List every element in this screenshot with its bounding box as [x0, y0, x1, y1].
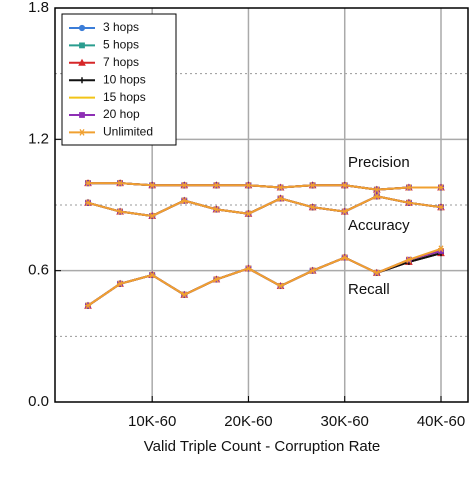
marker [79, 77, 85, 84]
marker [405, 199, 412, 207]
legend-label: 7 hops [103, 55, 139, 69]
series-line [87, 195, 442, 217]
marker [438, 184, 444, 191]
plot-frame [54, 7, 469, 403]
x-tick-label: 20K-60 [224, 413, 272, 430]
marker [373, 269, 380, 277]
marker [85, 199, 91, 207]
annotation: Accuracy [348, 217, 410, 234]
marker [79, 129, 85, 136]
marker [405, 256, 412, 264]
marker [85, 179, 91, 187]
marker [438, 203, 444, 211]
annotation: Precision [348, 154, 410, 171]
marker [78, 24, 86, 32]
marker [309, 203, 316, 211]
marker [117, 280, 124, 288]
marker [181, 197, 188, 204]
marker [438, 245, 444, 253]
legend-label: 15 hops [103, 90, 146, 104]
legend-label: 3 hops [103, 20, 139, 34]
x-tick-label: 40K-60 [417, 413, 465, 430]
marker [85, 302, 91, 310]
legend-label: 10 hops [103, 72, 146, 86]
marker [181, 291, 188, 299]
legend-label: 20 hop [103, 107, 140, 121]
annotation: Recall [348, 281, 390, 298]
marker [213, 206, 220, 213]
marker [277, 195, 284, 202]
series-line [87, 247, 442, 307]
marker [341, 208, 348, 215]
marker [373, 192, 380, 200]
marker [373, 186, 380, 194]
x-tick-label: 30K-60 [321, 413, 369, 430]
marker [277, 282, 284, 290]
y-tick-label: 0.6 [28, 262, 49, 279]
legend-label: 5 hops [103, 38, 139, 52]
legend: 3 hops 5 hops 7 hops 10 hops 15 hops 20 hop Un… [61, 13, 177, 146]
marker [181, 181, 188, 189]
marker [149, 212, 156, 220]
marker [149, 181, 156, 189]
marker [341, 181, 348, 189]
marker [117, 179, 124, 187]
marker [245, 181, 252, 189]
marker [79, 112, 85, 118]
marker [213, 276, 220, 283]
marker [245, 210, 252, 218]
marker [213, 181, 220, 189]
marker [117, 208, 124, 215]
marker [149, 271, 156, 279]
marker [78, 58, 86, 66]
legend-label: Unlimited [103, 125, 153, 139]
y-tick-label: 1.8 [28, 0, 49, 16]
marker [309, 181, 316, 189]
series-line [88, 182, 441, 191]
y-tick-label: 1.2 [28, 130, 49, 147]
marker [341, 254, 348, 261]
x-tick-label: 10K-60 [128, 413, 176, 430]
marker [277, 184, 284, 191]
x-axis-label: Valid Triple Count - Corruption Rate [144, 438, 381, 455]
marker [79, 42, 85, 49]
marker [309, 267, 316, 275]
marker [405, 184, 412, 191]
y-tick-label: 0.0 [28, 393, 49, 410]
marker [245, 265, 252, 272]
